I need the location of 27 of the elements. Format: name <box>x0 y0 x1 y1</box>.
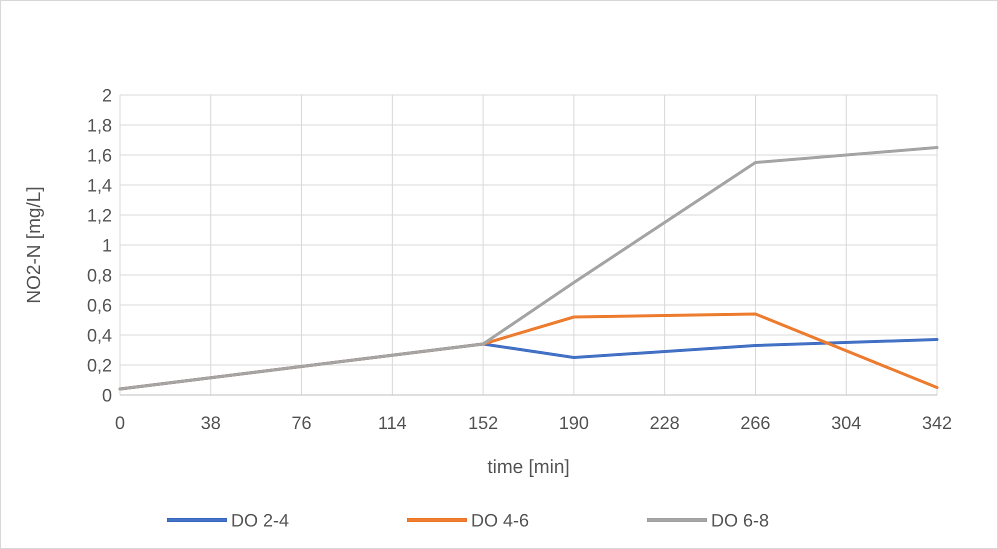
y-tick-label: 0 <box>102 385 112 406</box>
legend-label: DO 2-4 <box>231 510 290 530</box>
legend-label: DO 6-8 <box>711 510 770 530</box>
y-tick-label: 0,4 <box>86 325 112 346</box>
y-axis-title: NO2-N [mg/L] <box>24 186 45 304</box>
x-tick-label: 266 <box>740 413 770 433</box>
x-tick-label: 152 <box>468 413 498 433</box>
y-tick-label: 0,6 <box>86 295 112 316</box>
legend-label: DO 4-6 <box>471 510 530 530</box>
x-axis-title: time [min] <box>487 457 570 478</box>
x-tick-label: 0 <box>114 413 126 433</box>
x-tick-label: 342 <box>922 413 952 433</box>
y-tick-label: 0,2 <box>86 355 112 376</box>
y-tick-label: 1,2 <box>86 205 112 226</box>
x-tick-label: 38 <box>200 413 221 433</box>
x-tick-label: 190 <box>558 413 589 433</box>
x-tick-label: 228 <box>650 413 680 433</box>
y-tick-label: 1,8 <box>86 115 112 136</box>
line-series <box>118 146 938 390</box>
y-tick-label: 2 <box>102 85 112 106</box>
y-tick-label: 1 <box>102 235 112 256</box>
x-tick-label: 76 <box>292 413 312 433</box>
x-tick-label: 114 <box>378 413 407 433</box>
y-tick-label: 1,6 <box>86 145 112 166</box>
y-tick-label: 1,4 <box>86 175 112 196</box>
x-tick-label: 304 <box>831 413 862 433</box>
y-tick-label: 0,8 <box>86 265 112 286</box>
